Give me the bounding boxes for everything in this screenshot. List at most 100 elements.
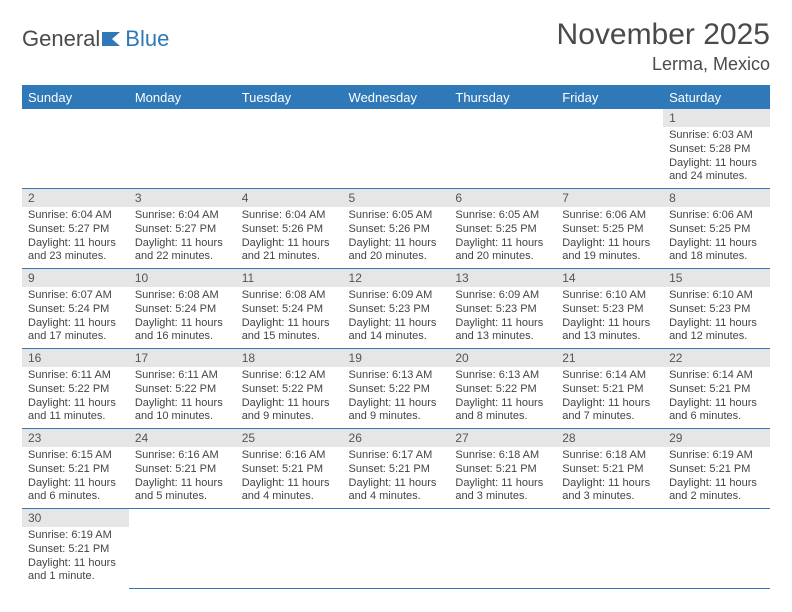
sunrise-text: Sunrise: 6:16 AM <box>242 449 337 463</box>
sunset-text: Sunset: 5:26 PM <box>242 223 337 237</box>
day-body: Sunrise: 6:18 AMSunset: 5:21 PMDaylight:… <box>449 447 556 508</box>
day-body: Sunrise: 6:14 AMSunset: 5:21 PMDaylight:… <box>556 367 663 428</box>
calendar-row: 2Sunrise: 6:04 AMSunset: 5:27 PMDaylight… <box>22 189 770 269</box>
sunset-text: Sunset: 5:23 PM <box>562 303 657 317</box>
day-body: Sunrise: 6:05 AMSunset: 5:25 PMDaylight:… <box>449 207 556 268</box>
weekday-header-row: Sunday Monday Tuesday Wednesday Thursday… <box>22 86 770 110</box>
weekday-header: Saturday <box>663 86 770 110</box>
day-body: Sunrise: 6:11 AMSunset: 5:22 PMDaylight:… <box>22 367 129 428</box>
daylight-text: Daylight: 11 hours and 9 minutes. <box>242 397 337 425</box>
day-body: Sunrise: 6:09 AMSunset: 5:23 PMDaylight:… <box>343 287 450 348</box>
daylight-text: Daylight: 11 hours and 14 minutes. <box>349 317 444 345</box>
day-number: 29 <box>663 429 770 447</box>
sunset-text: Sunset: 5:21 PM <box>135 463 230 477</box>
day-number: 22 <box>663 349 770 367</box>
calendar-cell: 18Sunrise: 6:12 AMSunset: 5:22 PMDayligh… <box>236 349 343 429</box>
daylight-text: Daylight: 11 hours and 16 minutes. <box>135 317 230 345</box>
calendar-cell: 4Sunrise: 6:04 AMSunset: 5:26 PMDaylight… <box>236 189 343 269</box>
calendar-cell: 28Sunrise: 6:18 AMSunset: 5:21 PMDayligh… <box>556 429 663 509</box>
day-number: 8 <box>663 189 770 207</box>
calendar-cell <box>236 109 343 189</box>
sunrise-text: Sunrise: 6:19 AM <box>669 449 764 463</box>
day-number: 9 <box>22 269 129 287</box>
daylight-text: Daylight: 11 hours and 10 minutes. <box>135 397 230 425</box>
daylight-text: Daylight: 11 hours and 20 minutes. <box>349 237 444 265</box>
sunrise-text: Sunrise: 6:10 AM <box>669 289 764 303</box>
day-body: Sunrise: 6:18 AMSunset: 5:21 PMDaylight:… <box>556 447 663 508</box>
sunrise-text: Sunrise: 6:08 AM <box>135 289 230 303</box>
sunset-text: Sunset: 5:21 PM <box>669 383 764 397</box>
daylight-text: Daylight: 11 hours and 23 minutes. <box>28 237 123 265</box>
sunrise-text: Sunrise: 6:06 AM <box>669 209 764 223</box>
sunrise-text: Sunrise: 6:18 AM <box>455 449 550 463</box>
day-number: 1 <box>663 109 770 127</box>
calendar-cell: 8Sunrise: 6:06 AMSunset: 5:25 PMDaylight… <box>663 189 770 269</box>
calendar-table: Sunday Monday Tuesday Wednesday Thursday… <box>22 85 770 589</box>
sunrise-text: Sunrise: 6:13 AM <box>349 369 444 383</box>
calendar-cell: 1Sunrise: 6:03 AMSunset: 5:28 PMDaylight… <box>663 109 770 189</box>
month-title: November 2025 <box>557 18 770 52</box>
daylight-text: Daylight: 11 hours and 17 minutes. <box>28 317 123 345</box>
day-body: Sunrise: 6:04 AMSunset: 5:27 PMDaylight:… <box>22 207 129 268</box>
sunrise-text: Sunrise: 6:05 AM <box>349 209 444 223</box>
day-number: 21 <box>556 349 663 367</box>
weekday-header: Sunday <box>22 86 129 110</box>
day-body: Sunrise: 6:05 AMSunset: 5:26 PMDaylight:… <box>343 207 450 268</box>
sunrise-text: Sunrise: 6:17 AM <box>349 449 444 463</box>
calendar-cell <box>22 109 129 189</box>
day-body: Sunrise: 6:06 AMSunset: 5:25 PMDaylight:… <box>663 207 770 268</box>
sunset-text: Sunset: 5:21 PM <box>562 463 657 477</box>
calendar-cell <box>556 509 663 589</box>
day-number: 3 <box>129 189 236 207</box>
day-number: 27 <box>449 429 556 447</box>
day-body: Sunrise: 6:07 AMSunset: 5:24 PMDaylight:… <box>22 287 129 348</box>
daylight-text: Daylight: 11 hours and 4 minutes. <box>349 477 444 505</box>
day-number: 23 <box>22 429 129 447</box>
calendar-cell: 13Sunrise: 6:09 AMSunset: 5:23 PMDayligh… <box>449 269 556 349</box>
daylight-text: Daylight: 11 hours and 1 minute. <box>28 557 123 585</box>
weekday-header: Thursday <box>449 86 556 110</box>
calendar-row: 9Sunrise: 6:07 AMSunset: 5:24 PMDaylight… <box>22 269 770 349</box>
sunrise-text: Sunrise: 6:15 AM <box>28 449 123 463</box>
day-number: 14 <box>556 269 663 287</box>
day-number: 28 <box>556 429 663 447</box>
weekday-header: Wednesday <box>343 86 450 110</box>
sunset-text: Sunset: 5:24 PM <box>28 303 123 317</box>
day-body: Sunrise: 6:10 AMSunset: 5:23 PMDaylight:… <box>556 287 663 348</box>
day-number: 18 <box>236 349 343 367</box>
day-body: Sunrise: 6:16 AMSunset: 5:21 PMDaylight:… <box>236 447 343 508</box>
sunrise-text: Sunrise: 6:10 AM <box>562 289 657 303</box>
calendar-row: 23Sunrise: 6:15 AMSunset: 5:21 PMDayligh… <box>22 429 770 509</box>
calendar-cell: 3Sunrise: 6:04 AMSunset: 5:27 PMDaylight… <box>129 189 236 269</box>
day-body: Sunrise: 6:11 AMSunset: 5:22 PMDaylight:… <box>129 367 236 428</box>
daylight-text: Daylight: 11 hours and 12 minutes. <box>669 317 764 345</box>
day-number: 19 <box>343 349 450 367</box>
calendar-cell <box>449 109 556 189</box>
sunset-text: Sunset: 5:22 PM <box>135 383 230 397</box>
day-number: 11 <box>236 269 343 287</box>
sunrise-text: Sunrise: 6:06 AM <box>562 209 657 223</box>
day-body: Sunrise: 6:19 AMSunset: 5:21 PMDaylight:… <box>22 527 129 588</box>
day-body: Sunrise: 6:16 AMSunset: 5:21 PMDaylight:… <box>129 447 236 508</box>
sunrise-text: Sunrise: 6:12 AM <box>242 369 337 383</box>
title-block: November 2025 Lerma, Mexico <box>557 18 770 75</box>
sunrise-text: Sunrise: 6:08 AM <box>242 289 337 303</box>
sunrise-text: Sunrise: 6:13 AM <box>455 369 550 383</box>
sunrise-text: Sunrise: 6:04 AM <box>242 209 337 223</box>
day-body: Sunrise: 6:08 AMSunset: 5:24 PMDaylight:… <box>129 287 236 348</box>
calendar-row: 30Sunrise: 6:19 AMSunset: 5:21 PMDayligh… <box>22 509 770 589</box>
day-body: Sunrise: 6:03 AMSunset: 5:28 PMDaylight:… <box>663 127 770 188</box>
calendar-cell: 12Sunrise: 6:09 AMSunset: 5:23 PMDayligh… <box>343 269 450 349</box>
calendar-cell: 14Sunrise: 6:10 AMSunset: 5:23 PMDayligh… <box>556 269 663 349</box>
sunset-text: Sunset: 5:21 PM <box>349 463 444 477</box>
sunset-text: Sunset: 5:21 PM <box>455 463 550 477</box>
calendar-cell: 10Sunrise: 6:08 AMSunset: 5:24 PMDayligh… <box>129 269 236 349</box>
logo-text-2: Blue <box>125 26 169 52</box>
calendar-cell: 16Sunrise: 6:11 AMSunset: 5:22 PMDayligh… <box>22 349 129 429</box>
location: Lerma, Mexico <box>557 54 770 75</box>
daylight-text: Daylight: 11 hours and 3 minutes. <box>562 477 657 505</box>
sunset-text: Sunset: 5:25 PM <box>455 223 550 237</box>
sunrise-text: Sunrise: 6:16 AM <box>135 449 230 463</box>
day-body: Sunrise: 6:04 AMSunset: 5:27 PMDaylight:… <box>129 207 236 268</box>
sunrise-text: Sunrise: 6:18 AM <box>562 449 657 463</box>
